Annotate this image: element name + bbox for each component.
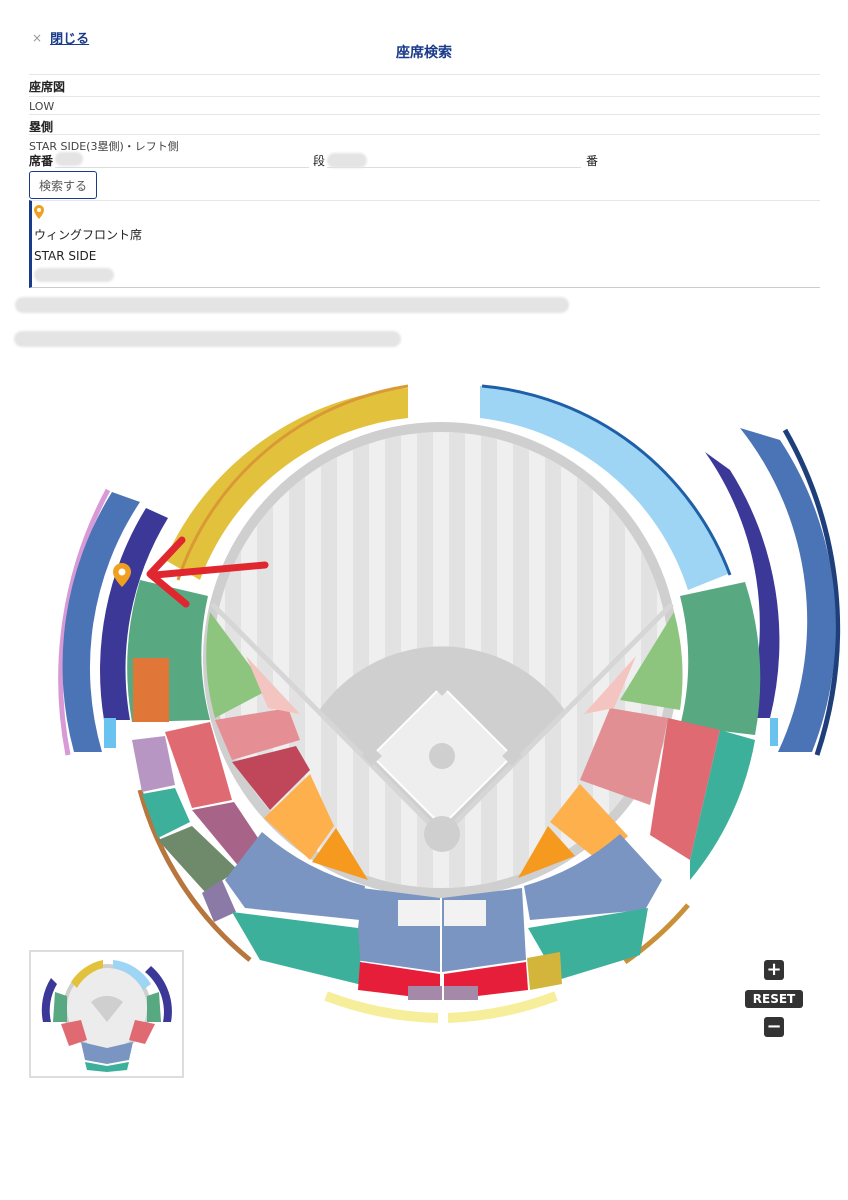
- blurred-value: [55, 152, 83, 166]
- section-wing-front-left[interactable]: [100, 508, 168, 720]
- minimap-drawing: [41, 960, 172, 1072]
- section-back-net-left[interactable]: [398, 900, 440, 926]
- pitcher-mound: [429, 743, 455, 769]
- result-name: ウィングフロント席: [34, 228, 143, 242]
- section-upper-right[interactable]: [480, 386, 728, 590]
- arc-upper-left: [176, 384, 409, 581]
- section-left-wing-outer[interactable]: [62, 492, 140, 752]
- section-ll-9[interactable]: [312, 828, 368, 880]
- side-label: 塁側: [29, 114, 820, 134]
- section-bottom-left[interactable]: [225, 832, 365, 920]
- arc-upper-right: [481, 384, 732, 576]
- third-base: [362, 746, 382, 766]
- outer-arc-bottom-right: [623, 903, 690, 965]
- section-back-net-right[interactable]: [444, 900, 486, 926]
- section-yellow-right[interactable]: [447, 991, 558, 1023]
- blurred-text: [14, 331, 401, 347]
- section-bottom-teal-left[interactable]: [232, 912, 362, 985]
- blurred-value: [34, 268, 114, 282]
- section-ll-1[interactable]: [132, 736, 175, 792]
- section-upper-left[interactable]: [165, 388, 408, 580]
- annotation-arrow: [146, 536, 269, 608]
- seat-pin-icon: [113, 563, 131, 587]
- minimap[interactable]: [29, 950, 184, 1078]
- seat-number-row: 席番 段 番: [29, 152, 820, 168]
- seat-number-input[interactable]: [55, 152, 309, 168]
- row-input[interactable]: [327, 152, 581, 168]
- result-card[interactable]: ウィングフロント席 STAR SIDE: [29, 200, 820, 288]
- section-lr-5[interactable]: [518, 826, 575, 878]
- section-bottom-right[interactable]: [524, 834, 662, 920]
- section-ll-3[interactable]: [215, 708, 300, 760]
- seat-number-label: 席番: [29, 154, 54, 168]
- side-value[interactable]: STAR SIDE(3塁側)・レフト側: [29, 134, 820, 153]
- blurred-value: [327, 153, 367, 168]
- section-ll-2[interactable]: [165, 722, 232, 808]
- section-wing-front-right[interactable]: [705, 452, 780, 718]
- row-label: 段: [313, 154, 326, 168]
- section-left-infield[interactable]: [206, 612, 268, 718]
- zoom-out-button[interactable]: −: [764, 1017, 784, 1037]
- section-lr-1[interactable]: [580, 708, 668, 805]
- result-side: STAR SIDE: [34, 249, 97, 263]
- outer-arc-bottom-left: [137, 789, 252, 962]
- section-pink-left[interactable]: [246, 656, 300, 714]
- map-pin-icon: [34, 205, 44, 219]
- section-ll-7[interactable]: [158, 826, 238, 892]
- seatmap-value[interactable]: LOW: [29, 96, 820, 114]
- section-right-field[interactable]: [680, 582, 761, 735]
- section-ll-10[interactable]: [202, 880, 236, 922]
- outer-arc-right: [782, 428, 841, 756]
- section-gold[interactable]: [527, 952, 562, 990]
- home-plate-area: [424, 816, 460, 852]
- section-right-infield[interactable]: [620, 612, 683, 710]
- close-control[interactable]: × 閉じる: [32, 28, 90, 48]
- blurred-text: [15, 297, 569, 313]
- close-icon[interactable]: ×: [32, 30, 43, 45]
- zoom-in-button[interactable]: +: [764, 960, 784, 980]
- reset-button[interactable]: RESET: [745, 990, 803, 1008]
- second-base: [432, 676, 452, 696]
- section-lr-2[interactable]: [650, 718, 720, 860]
- seatmap-label: 座席図: [29, 74, 820, 96]
- section-pink-right[interactable]: [584, 656, 636, 714]
- section-lr-3[interactable]: [690, 730, 755, 880]
- section-yellow-left[interactable]: [324, 991, 439, 1023]
- section-mauve-right[interactable]: [444, 986, 478, 1000]
- outer-arc-left: [58, 488, 111, 756]
- section-left-orange[interactable]: [133, 658, 169, 722]
- section-small-right[interactable]: [770, 718, 778, 746]
- search-button[interactable]: 検索する: [29, 171, 97, 199]
- number-label: 番: [586, 154, 599, 168]
- page-title: 座席検索: [396, 45, 452, 61]
- close-link[interactable]: 閉じる: [50, 32, 90, 47]
- section-mauve-left[interactable]: [408, 986, 442, 1000]
- stadium-map[interactable]: [0, 360, 848, 1040]
- first-base: [502, 746, 522, 766]
- section-small-left[interactable]: [104, 718, 116, 748]
- section-ll-4[interactable]: [232, 746, 310, 810]
- section-ll-5[interactable]: [142, 788, 190, 838]
- section-ll-8[interactable]: [264, 774, 334, 860]
- section-right-wing-outer[interactable]: [740, 428, 836, 752]
- section-lr-4[interactable]: [550, 784, 628, 862]
